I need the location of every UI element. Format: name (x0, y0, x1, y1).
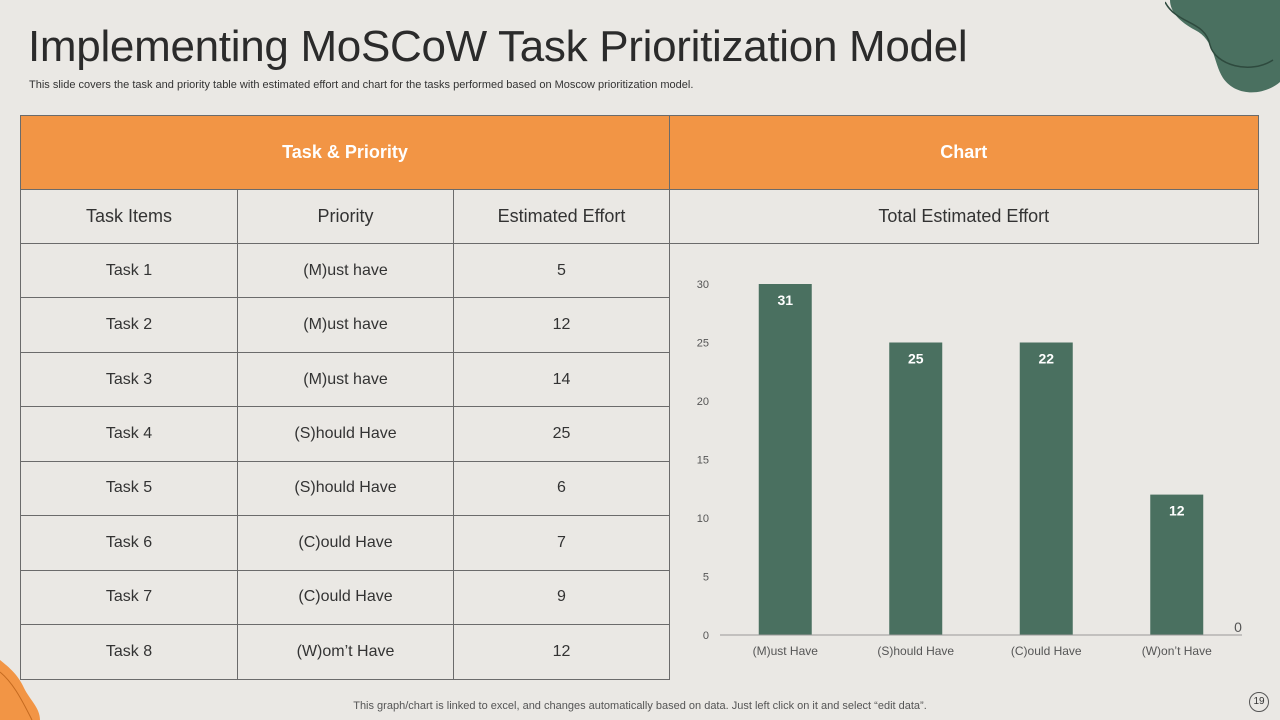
corner-decoration-bottom-left (0, 660, 40, 720)
page-number: 19 (1249, 692, 1269, 712)
table-row: Task 6 (C)ould Have 7 (20, 515, 1259, 571)
page-title: Implementing MoSCoW Task Prioritization … (28, 22, 968, 71)
table-row: Task 5 (S)hould Have 6 (20, 460, 1259, 517)
priority-cell: (M)ust have (237, 297, 454, 353)
effort-cell: 25 (453, 406, 670, 462)
effort-cell: 12 (453, 624, 670, 680)
task-priority-header: Task & Priority (20, 115, 670, 190)
y-tick-label: 5 (703, 572, 709, 584)
priority-cell: (C)ould Have (237, 569, 454, 626)
page-subtitle: This slide covers the task and priority … (29, 79, 694, 91)
table-row: Task 8 (W)om’t Have 12 (20, 624, 1259, 680)
y-tick-label: 10 (697, 513, 709, 525)
effort-cell: 14 (453, 351, 670, 408)
x-tick-label: (M)ust Have (753, 644, 819, 658)
y-tick-label: 30 (697, 279, 709, 291)
priority-cell: (M)ust have (237, 242, 454, 299)
priority-cell: (S)hould Have (237, 460, 454, 517)
priority-cell: (S)hould Have (237, 406, 454, 462)
x-tick-label: (C)ould Have (1011, 644, 1082, 658)
effort-cell: 12 (453, 297, 670, 353)
task-cell: Task 5 (20, 460, 238, 517)
priority-cell: (C)ould Have (237, 515, 454, 571)
bar-data-label: 22 (1038, 351, 1054, 367)
x-tick-label: (S)hould Have (877, 644, 954, 658)
bar-data-label: 12 (1169, 503, 1185, 519)
moscow-table: Task & Priority Chart Task Items Priorit… (20, 115, 1259, 680)
priority-cell: (W)om’t Have (237, 624, 454, 680)
table-row: Task 1 (M)ust have 5 0 5 10 15 20 25 30 31 (M)us… (20, 242, 1258, 679)
task-cell: Task 6 (20, 515, 238, 571)
chart-cell[interactable]: 0 5 10 15 20 25 30 31 (M)ust Have 25 (S)hould Have… (669, 243, 1258, 679)
task-cell: Task 8 (20, 624, 238, 680)
effort-bar-chart[interactable]: 0 5 10 15 20 25 30 31 (M)ust Have 25 (S)hould Have… (670, 244, 1258, 674)
priority-header: Priority (237, 189, 454, 244)
effort-cell: 7 (453, 515, 670, 571)
task-cell: Task 1 (20, 242, 238, 299)
task-cell: Task 2 (20, 297, 238, 353)
table-row: Task 7 (C)ould Have 9 (20, 569, 1259, 626)
effort-cell: 6 (453, 460, 670, 517)
estimated-effort-header: Estimated Effort (453, 189, 670, 244)
effort-cell: 9 (453, 569, 670, 626)
total-estimated-effort-header: Total Estimated Effort (669, 189, 1259, 244)
corner-decoration-top-right (1165, 0, 1280, 93)
bar (758, 284, 812, 635)
bar (1150, 494, 1204, 635)
table-row: Task 4 (S)hould Have 25 (20, 406, 1259, 462)
y-tick-label: 20 (697, 396, 709, 408)
y-tick-label: 0 (703, 630, 709, 642)
effort-cell: 5 (453, 242, 670, 299)
bar (889, 342, 943, 635)
table-row: Task 3 (M)ust have 14 (20, 351, 1259, 408)
task-items-header: Task Items (20, 189, 238, 244)
extra-zero-label: 0 (1234, 619, 1242, 635)
bar-data-label: 25 (908, 351, 924, 367)
footer-note: This graph/chart is linked to excel, and… (353, 700, 927, 712)
task-cell: Task 3 (20, 351, 238, 408)
task-cell: Task 4 (20, 406, 238, 462)
y-tick-label: 15 (697, 455, 709, 467)
x-tick-label: (W)on’t Have (1142, 644, 1212, 658)
y-tick-label: 25 (697, 338, 709, 350)
bar-data-label: 31 (777, 292, 793, 308)
priority-cell: (M)ust have (237, 351, 454, 408)
task-cell: Task 7 (20, 569, 238, 626)
chart-header: Chart (669, 115, 1259, 190)
bar (1019, 342, 1073, 635)
table-row: Task 2 (M)ust have 12 (20, 297, 1259, 353)
